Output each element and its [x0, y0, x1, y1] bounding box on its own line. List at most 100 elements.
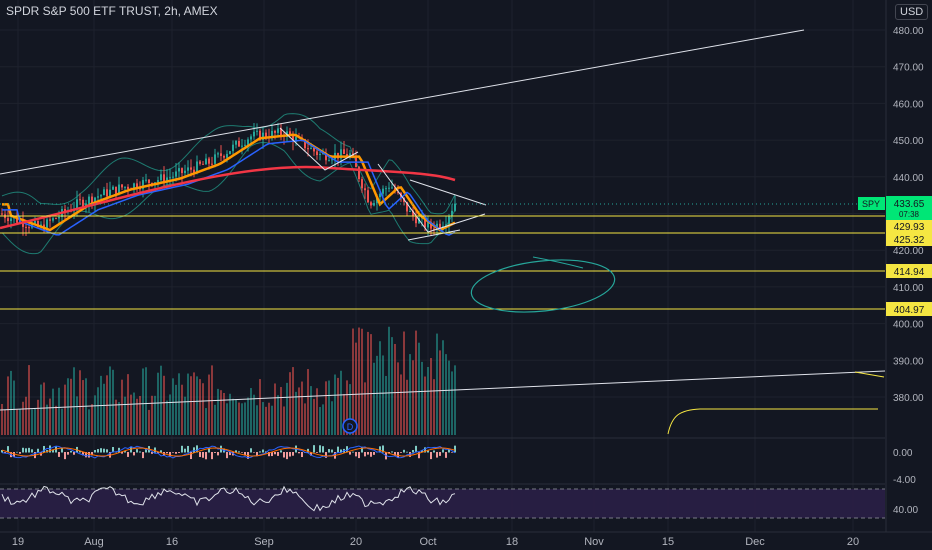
volume-bar	[190, 376, 192, 435]
currency-button[interactable]: USD	[895, 4, 929, 20]
macd-histogram-bar	[67, 452, 69, 455]
macd-histogram-bar	[244, 452, 246, 456]
candle-body	[319, 154, 321, 156]
volume-bar	[262, 402, 264, 435]
candle-body	[364, 188, 366, 191]
macd-pane	[0, 437, 885, 460]
candle-body	[10, 218, 12, 222]
price-tick-label: 470.00	[893, 63, 924, 74]
candle-body	[433, 228, 435, 230]
candle-body	[223, 155, 225, 158]
candle-body	[184, 170, 186, 174]
volume-bar	[430, 358, 432, 435]
time-tick-label: 20	[350, 536, 362, 548]
candle-body	[46, 219, 48, 231]
candle-body	[97, 196, 99, 198]
volume-bar	[310, 386, 312, 435]
volume-bar	[64, 384, 66, 435]
volume-bar	[235, 399, 237, 435]
volume-bar	[271, 405, 273, 435]
candle-body	[55, 218, 57, 220]
volume-bar	[379, 341, 381, 435]
drawings[interactable]: D	[0, 29, 886, 435]
candle-body	[280, 128, 282, 135]
candle-body	[265, 132, 267, 138]
macd-histogram-bar	[208, 447, 210, 453]
candle-body	[193, 169, 195, 173]
macd-histogram-bar	[214, 452, 216, 453]
level-price-tag	[886, 302, 932, 316]
price-tick-label: 380.00	[893, 393, 924, 404]
candle-body	[367, 190, 369, 203]
projection-tick	[854, 371, 885, 378]
candle-body	[235, 141, 237, 145]
volume-bar	[4, 409, 6, 435]
macd-histogram-bar	[181, 445, 183, 453]
volume-bar	[163, 375, 165, 435]
volume-bar	[415, 330, 417, 435]
macd-signal-line	[1, 447, 456, 457]
macd-histogram-bar	[427, 450, 429, 453]
candle-body	[412, 211, 414, 216]
candle-body	[385, 188, 387, 190]
volume-bar	[400, 374, 402, 435]
candle-body	[220, 153, 222, 156]
ma-mid-line	[2, 139, 456, 236]
volume-bar	[451, 371, 453, 435]
time-tick-label: 20	[847, 536, 859, 548]
volume-bar	[352, 328, 354, 435]
candle-body	[181, 168, 183, 174]
macd-histogram-bar	[406, 451, 408, 453]
macd-histogram-bar	[211, 452, 213, 460]
candle-body	[274, 130, 276, 133]
macd-histogram-bar	[331, 449, 333, 453]
volume-bar	[370, 334, 372, 435]
ma-slow-line	[0, 165, 456, 230]
volume-bar	[154, 395, 156, 435]
dividend-marker	[342, 418, 358, 434]
candle-body	[331, 159, 333, 161]
candle-body	[166, 177, 168, 183]
candle-body	[187, 167, 189, 171]
macd-histogram-bar	[382, 445, 384, 453]
candle-body	[136, 183, 138, 189]
volume-bar	[325, 381, 327, 435]
time-tick-label: Aug	[84, 536, 104, 548]
volume-bar	[217, 388, 219, 435]
macd-histogram-bar	[253, 452, 255, 453]
macd-histogram-bar	[316, 452, 318, 453]
candle-body	[103, 189, 105, 196]
candle-body	[112, 186, 114, 190]
macd-line	[1, 445, 456, 459]
volume-bar	[385, 375, 387, 435]
volume-bar	[79, 370, 81, 435]
volume-bar	[283, 406, 285, 435]
volume-bar	[82, 380, 84, 435]
volume-bar	[133, 392, 135, 435]
macd-histogram-bar	[43, 445, 45, 453]
macd-histogram-bar	[370, 452, 372, 457]
macd-histogram-bar	[136, 449, 138, 453]
price-tick-label: 410.00	[893, 283, 924, 294]
candle-body	[406, 201, 408, 212]
candle-body	[34, 220, 36, 224]
candle-body	[415, 215, 417, 224]
candle-body	[163, 174, 165, 183]
candle-body	[121, 184, 123, 188]
macd-histogram-bar	[355, 452, 357, 457]
macd-histogram-bar	[319, 445, 321, 453]
macd-histogram-bar	[196, 445, 198, 453]
time-axis[interactable]: 19 Aug 16 Sep 20 Oct 18 Nov 15 Dec 20	[0, 531, 932, 550]
macd-histogram-bar	[352, 451, 354, 453]
candle-body	[1, 213, 3, 215]
volume-bar	[328, 380, 330, 435]
candle-body	[175, 171, 177, 177]
last-price-value: 433.65	[894, 199, 925, 210]
volume-bar	[208, 374, 210, 435]
price-tick-label: 440.00	[893, 173, 924, 184]
macd-histogram-bar	[340, 449, 342, 453]
volume-bar	[355, 342, 357, 435]
trendline-lower	[0, 370, 886, 411]
price-axis[interactable]: 480.00470.00460.00450.00440.00430.00420.…	[858, 0, 932, 550]
